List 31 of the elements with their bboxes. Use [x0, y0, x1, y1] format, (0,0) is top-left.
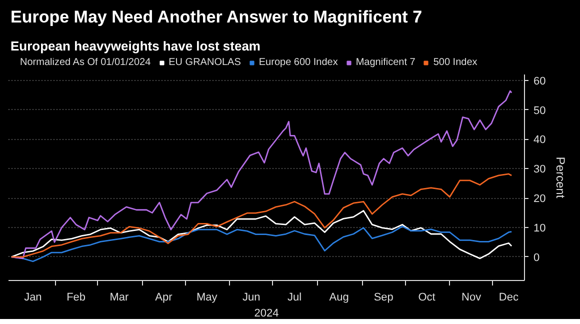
x-tick-label: Nov [462, 292, 482, 304]
y-tick-label: 10 [534, 222, 546, 235]
legend-label: EU GRANOLAS [168, 57, 241, 68]
x-tick-label: Sep [374, 292, 394, 304]
x-tick-label: Jun [242, 292, 260, 304]
y-tick-label: 20 [534, 193, 546, 206]
line-series [10, 90, 512, 260]
line-series [10, 173, 512, 258]
y-tick-label: 30 [534, 164, 546, 176]
x-tick-label: Apr [155, 292, 173, 304]
y-axis-title: Percent [554, 156, 568, 199]
x-tick-label: Oct [418, 292, 436, 304]
x-tick-label: May [196, 292, 218, 304]
chart-title: Europe May Need Another Answer to Magnificent 7 [10, 8, 422, 26]
x-axis-title: 2024 [254, 308, 279, 320]
x-tick-label: Feb [66, 292, 86, 304]
x-tick-label: Jan [24, 292, 42, 304]
legend-title: Normalized As Of 01/01/2024 [20, 57, 151, 68]
x-tick-label: Jul [287, 292, 302, 304]
x-tick-label: Dec [498, 292, 519, 304]
x-tick-label: Aug [329, 292, 349, 304]
x-tick-label: Mar [110, 292, 129, 304]
y-tick-label: 40 [534, 134, 546, 146]
y-tick-label: 50 [534, 104, 546, 117]
legend-label: Europe 600 Index [258, 57, 338, 68]
chart-subtitle: European heavyweights have lost steam [10, 38, 260, 54]
legend-label: 500 Index [433, 57, 478, 68]
legend-label: Magnificent 7 [356, 57, 416, 68]
y-tick-label: 0 [534, 252, 540, 264]
line-series [10, 210, 512, 260]
y-tick-label: 60 [534, 75, 546, 88]
